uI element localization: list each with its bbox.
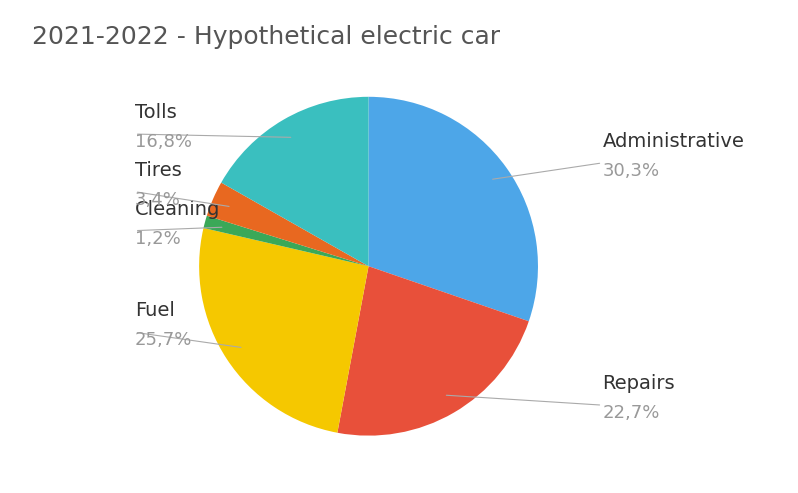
Text: Repairs: Repairs <box>602 374 675 393</box>
Text: 30,3%: 30,3% <box>602 162 659 180</box>
Wedge shape <box>338 266 529 436</box>
Text: 1,2%: 1,2% <box>135 230 180 247</box>
Wedge shape <box>203 216 369 266</box>
Text: 3,4%: 3,4% <box>135 191 180 209</box>
Text: Tires: Tires <box>135 161 181 180</box>
Text: Fuel: Fuel <box>135 301 175 320</box>
Text: Tolls: Tolls <box>135 103 176 122</box>
Text: 16,8%: 16,8% <box>135 133 192 151</box>
Wedge shape <box>200 228 369 433</box>
Text: Cleaning: Cleaning <box>135 200 220 219</box>
Wedge shape <box>369 97 538 321</box>
Text: 25,7%: 25,7% <box>135 331 192 349</box>
Text: Administrative: Administrative <box>602 132 745 151</box>
Wedge shape <box>207 182 369 266</box>
Text: 22,7%: 22,7% <box>602 404 660 422</box>
Text: 2021-2022 - Hypothetical electric car: 2021-2022 - Hypothetical electric car <box>32 25 500 49</box>
Wedge shape <box>221 97 369 266</box>
